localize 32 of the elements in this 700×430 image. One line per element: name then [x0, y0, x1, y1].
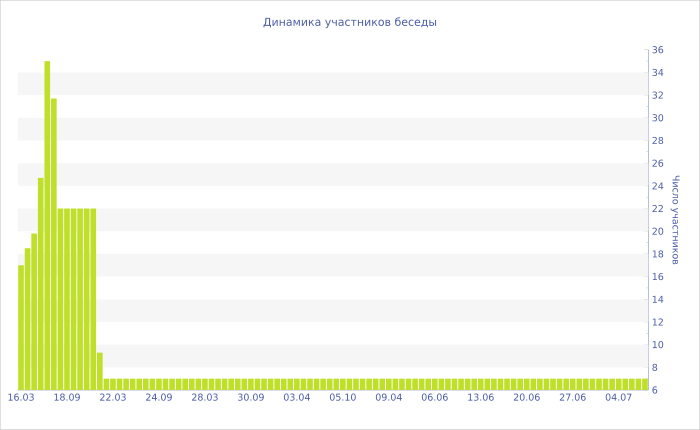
y-tick-label: 18 — [652, 250, 664, 258]
x-tick-label: 09.04 — [376, 394, 402, 401]
y-tick-label: 10 — [652, 341, 664, 348]
y-tick-label: 32 — [652, 92, 663, 99]
x-tick-label: 22.03 — [100, 394, 126, 401]
y-tick-label: 22 — [652, 205, 663, 212]
x-tick-label: 20.06 — [514, 394, 540, 401]
y-tick-label: 28 — [652, 137, 664, 144]
x-tick-label: 05.10 — [330, 394, 356, 401]
y-tick-label: 8 — [652, 364, 658, 372]
x-tick-label: 04.07 — [606, 394, 632, 401]
y-tick-label: 36 — [652, 46, 664, 54]
y-tick-label: 14 — [652, 296, 664, 303]
x-tick-label: 30.09 — [238, 394, 264, 401]
y-tick-label: 16 — [652, 273, 664, 280]
y-tick-label: 20 — [652, 228, 664, 235]
chart-title: Динамика участников беседы — [264, 17, 436, 28]
x-tick-label: 06.06 — [422, 394, 448, 401]
y-tick-label: 6 — [652, 386, 658, 394]
x-tick-label: 27.06 — [560, 394, 586, 401]
y-axis-title: Число участников — [670, 176, 680, 264]
x-tick-label: 03.04 — [284, 394, 310, 401]
x-tick-label: 28.03 — [192, 394, 218, 401]
x-tick-label: 18.09 — [54, 394, 80, 401]
x-tick-label: 13.06 — [468, 394, 494, 401]
y-tick-label: 24 — [652, 182, 664, 190]
x-tick-label: 24.09 — [146, 394, 172, 401]
y-tick-label: 30 — [652, 114, 664, 122]
x-tick-label: 16.03 — [8, 394, 34, 401]
y-tick-label: 26 — [652, 160, 664, 167]
y-tick-label: 12 — [652, 318, 663, 326]
y-tick-label: 34 — [652, 68, 664, 76]
